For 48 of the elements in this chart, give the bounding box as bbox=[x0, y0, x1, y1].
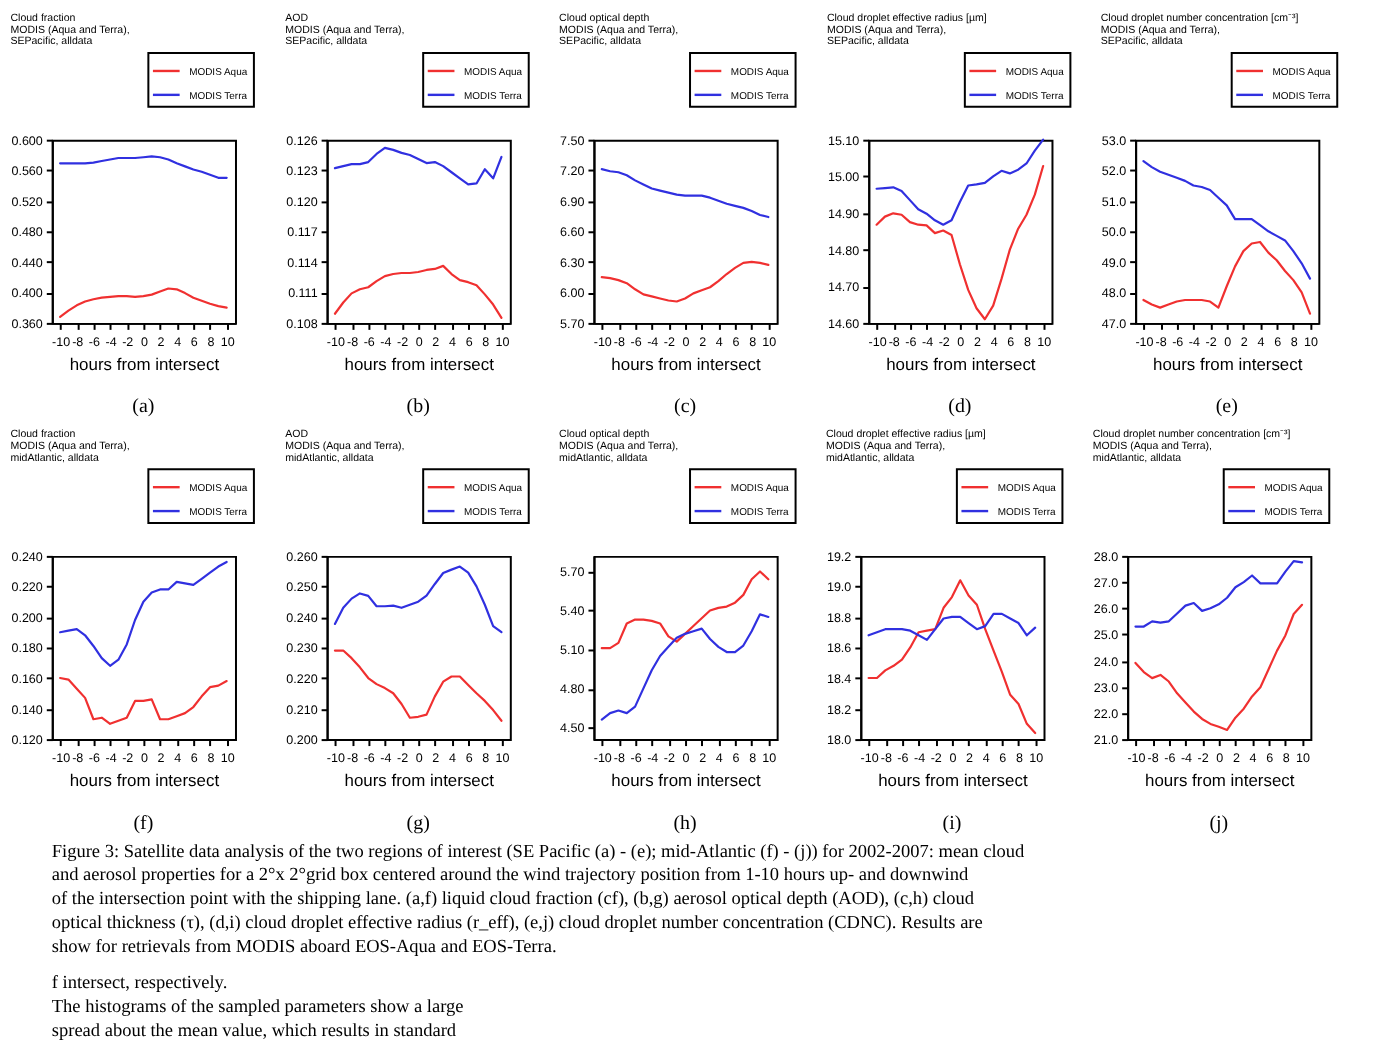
line-series bbox=[875, 138, 1045, 226]
line-series bbox=[875, 164, 1045, 321]
line-series bbox=[600, 613, 770, 721]
text: The histograms of the sampled parameters show a large bbox=[51, 997, 464, 1018]
line-series bbox=[1142, 240, 1312, 315]
line-series bbox=[1142, 159, 1312, 280]
line-series bbox=[867, 612, 1037, 641]
text: show for retrievals from MODIS aboard EOS-Aqua and EOS-Terra. bbox=[51, 938, 557, 959]
text: (a) bbox=[132, 396, 155, 419]
x-axis-title: hours from intersect bbox=[878, 770, 1029, 791]
text: of the intersection point with the shipping lane. (a,f) liquid cloud fraction (cf), (b,g) aerosol optical depth (AOD), (c,h) cloud bbox=[51, 890, 975, 911]
text: (i) bbox=[942, 812, 962, 835]
line-series bbox=[600, 168, 770, 219]
text: (g) bbox=[406, 812, 430, 835]
line-series bbox=[1134, 603, 1304, 732]
line-series bbox=[600, 260, 770, 303]
x-axis-title: hours from intersect bbox=[344, 354, 496, 375]
line-series bbox=[333, 649, 503, 722]
text: f intersect, respectively. bbox=[51, 974, 228, 995]
text: (f) bbox=[133, 812, 154, 835]
line-series bbox=[59, 560, 228, 667]
x-axis-title: hours from intersect bbox=[69, 354, 221, 375]
text: (j) bbox=[1209, 812, 1229, 835]
line-series bbox=[333, 264, 503, 319]
x-axis-title: hours from intersect bbox=[611, 770, 763, 791]
text: optical thickness (τ), (d,i) cloud droplet effective radius (r_eff), (e,j) cloud droplet number concentration (CDNC). Results are bbox=[51, 914, 983, 935]
line-series bbox=[59, 287, 228, 318]
line-series bbox=[59, 676, 228, 725]
line-series bbox=[333, 146, 503, 186]
text: (b) bbox=[406, 396, 430, 419]
line-series bbox=[333, 565, 503, 634]
line-series bbox=[1134, 560, 1304, 628]
text: (h) bbox=[673, 812, 697, 835]
caption: Figure 3: Satellite data analysis of the two regions of interest (SE Pacific (a) - (e); mid-Atlantic (f) - (j)) for 2002-2007: mean cloud bbox=[51, 842, 1026, 863]
line-series bbox=[600, 570, 770, 650]
x-axis-title: hours from intersect bbox=[1153, 354, 1304, 375]
text: and aerosol properties for a 2°x 2°grid box centered around the wind trajectory position from 1-10 hours up- and downwind bbox=[51, 866, 969, 887]
text: (c) bbox=[674, 396, 697, 419]
x-axis-title: hours from intersect bbox=[344, 770, 496, 791]
text: (d) bbox=[948, 396, 972, 419]
x-axis-title: hours from intersect bbox=[69, 770, 221, 791]
line-series bbox=[59, 155, 228, 179]
x-axis-title: hours from intersect bbox=[611, 354, 763, 375]
text: spread about the mean value, which results in standard bbox=[51, 1021, 457, 1042]
text: (e) bbox=[1215, 396, 1238, 419]
x-axis-title: hours from intersect bbox=[1145, 770, 1296, 791]
x-axis-title: hours from intersect bbox=[886, 354, 1037, 375]
line-series bbox=[867, 579, 1037, 735]
